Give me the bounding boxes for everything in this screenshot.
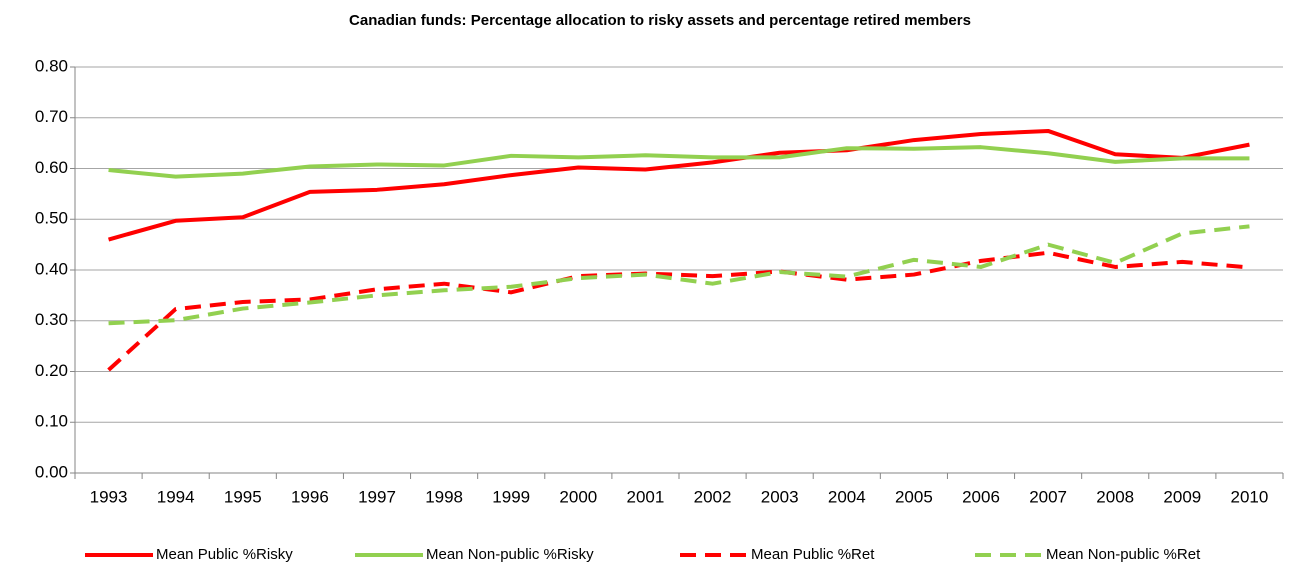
series-line bbox=[108, 224, 1250, 326]
x-tick-label: 1995 bbox=[224, 487, 262, 506]
x-tick-label: 2009 bbox=[1163, 487, 1201, 506]
legend-label: Mean Non-public %Ret bbox=[1046, 546, 1201, 563]
x-tick-label: 2001 bbox=[627, 487, 665, 506]
y-tick-label: 0.30 bbox=[35, 310, 68, 329]
series-line bbox=[108, 128, 1250, 242]
x-tick-label: 2006 bbox=[962, 487, 1000, 506]
y-tick-label: 0.00 bbox=[35, 462, 68, 481]
y-tick-label: 0.20 bbox=[35, 361, 68, 380]
legend-label: Mean Public %Risky bbox=[156, 546, 293, 563]
x-tick-label: 2002 bbox=[694, 487, 732, 506]
x-tick-label: 2000 bbox=[559, 487, 597, 506]
x-tick-label: 2005 bbox=[895, 487, 933, 506]
y-tick-label: 0.40 bbox=[35, 259, 68, 278]
legend-label: Mean Public %Ret bbox=[751, 546, 875, 563]
legend-label: Mean Non-public %Risky bbox=[426, 546, 594, 563]
x-tick-label: 2007 bbox=[1029, 487, 1067, 506]
x-tick-label: 1994 bbox=[157, 487, 195, 506]
x-tick-label: 1993 bbox=[90, 487, 128, 506]
y-tick-label: 0.50 bbox=[35, 209, 68, 228]
series-line bbox=[108, 145, 1250, 179]
y-tick-label: 0.10 bbox=[35, 412, 68, 431]
x-tick-label: 2003 bbox=[761, 487, 799, 506]
x-tick-label: 1996 bbox=[291, 487, 329, 506]
chart-title: Canadian funds: Percentage allocation to… bbox=[349, 12, 971, 29]
y-tick-label: 0.80 bbox=[35, 56, 68, 75]
series-line bbox=[107, 250, 1250, 372]
x-tick-label: 2008 bbox=[1096, 487, 1134, 506]
y-tick-label: 0.60 bbox=[35, 158, 68, 177]
y-tick-label: 0.70 bbox=[35, 107, 68, 126]
x-tick-label: 1998 bbox=[425, 487, 463, 506]
x-tick-label: 1999 bbox=[492, 487, 530, 506]
x-tick-label: 2010 bbox=[1231, 487, 1269, 506]
x-tick-label: 2004 bbox=[828, 487, 866, 506]
x-tick-label: 1997 bbox=[358, 487, 396, 506]
